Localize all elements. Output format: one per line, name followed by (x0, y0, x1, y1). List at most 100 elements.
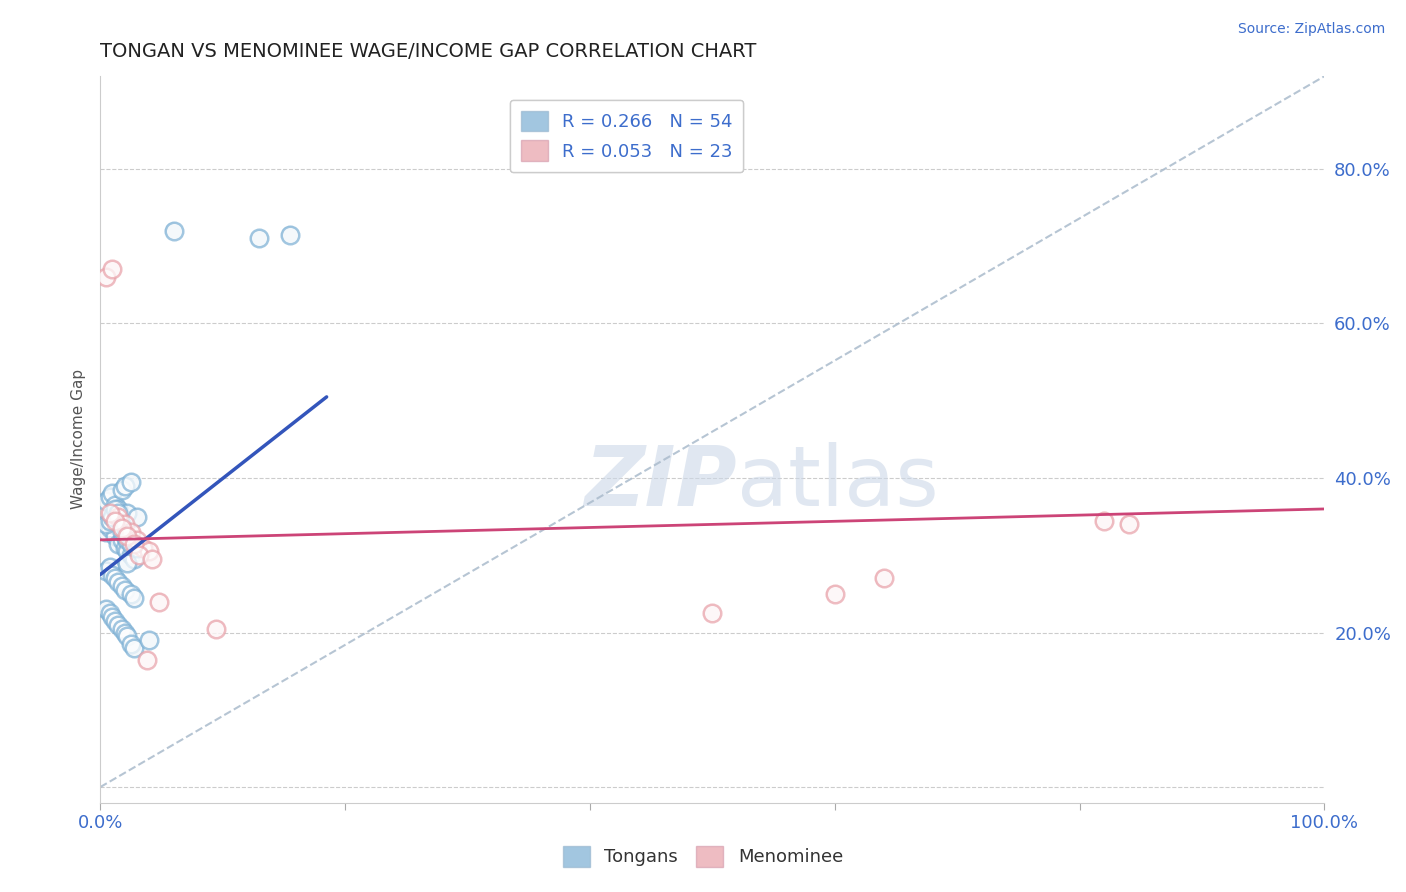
Point (101, 262, 124, 277)
Point (114, 479, 136, 493)
Point (1118, 517, 1140, 532)
Point (128, 549, 150, 563)
Point (111, 483, 134, 497)
Point (114, 529, 136, 543)
Point (120, 537, 142, 551)
Point (115, 533, 138, 547)
Point (101, 486, 124, 500)
Point (111, 525, 134, 540)
Point (107, 502, 129, 516)
Point (107, 502, 129, 516)
Point (111, 533, 134, 547)
Point (120, 537, 142, 551)
Point (135, 653, 157, 667)
Point (824, 587, 846, 601)
Point (101, 517, 124, 532)
Point (98, 506, 121, 520)
Point (141, 552, 163, 566)
Point (162, 224, 184, 238)
Point (101, 567, 124, 582)
Point (101, 509, 124, 524)
Point (124, 537, 146, 551)
Point (205, 622, 228, 636)
Point (101, 517, 124, 532)
Point (111, 525, 134, 540)
Point (1118, 517, 1140, 532)
Point (138, 633, 160, 648)
Point (98, 491, 121, 505)
Point (115, 533, 138, 547)
Point (114, 517, 136, 532)
Point (114, 479, 136, 493)
Point (96, 525, 118, 540)
Point (138, 544, 160, 558)
Point (111, 579, 134, 593)
Point (104, 514, 127, 528)
Point (101, 262, 124, 277)
Point (111, 483, 134, 497)
Point (107, 506, 129, 520)
Point (115, 544, 138, 558)
Point (98, 514, 121, 528)
Point (107, 506, 129, 520)
Point (148, 595, 170, 609)
Point (114, 517, 136, 532)
Point (104, 502, 127, 516)
Point (101, 567, 124, 582)
Point (124, 641, 146, 656)
Text: Source: ZipAtlas.com: Source: ZipAtlas.com (1237, 22, 1385, 37)
Point (101, 486, 124, 500)
Point (120, 587, 142, 601)
Point (120, 475, 142, 489)
Point (98, 560, 121, 574)
Point (107, 537, 129, 551)
Point (96, 602, 118, 616)
Point (111, 622, 134, 636)
Text: atlas: atlas (737, 442, 938, 524)
Point (96, 517, 118, 532)
Point (278, 227, 301, 242)
Point (115, 529, 138, 543)
Legend: R = 0.266   N = 54, R = 0.053   N = 23: R = 0.266 N = 54, R = 0.053 N = 23 (510, 100, 744, 172)
Point (104, 498, 127, 512)
Point (104, 614, 127, 628)
Point (104, 529, 127, 543)
Point (120, 637, 142, 651)
Point (114, 625, 136, 640)
Point (125, 533, 148, 547)
Point (114, 583, 136, 598)
Point (104, 572, 127, 586)
Point (104, 529, 127, 543)
Point (98, 607, 121, 621)
Point (115, 556, 138, 570)
Point (107, 509, 129, 524)
Point (132, 541, 155, 555)
Point (120, 525, 142, 540)
Point (107, 618, 129, 632)
Point (114, 529, 136, 543)
Point (824, 587, 846, 601)
Point (96, 517, 118, 532)
Point (148, 595, 170, 609)
Point (111, 622, 134, 636)
Point (107, 618, 129, 632)
Point (125, 541, 148, 555)
Point (124, 537, 146, 551)
Point (104, 514, 127, 528)
Point (1092, 514, 1115, 528)
Point (98, 560, 121, 574)
Point (98, 491, 121, 505)
Point (104, 502, 127, 516)
Point (247, 231, 270, 245)
Point (138, 633, 160, 648)
Text: ZIP: ZIP (583, 442, 737, 524)
Point (120, 475, 142, 489)
Point (125, 509, 148, 524)
Point (107, 575, 129, 590)
Point (128, 549, 150, 563)
Point (278, 227, 301, 242)
Point (162, 224, 184, 238)
Point (96, 494, 118, 508)
Point (107, 575, 129, 590)
Point (101, 610, 124, 624)
